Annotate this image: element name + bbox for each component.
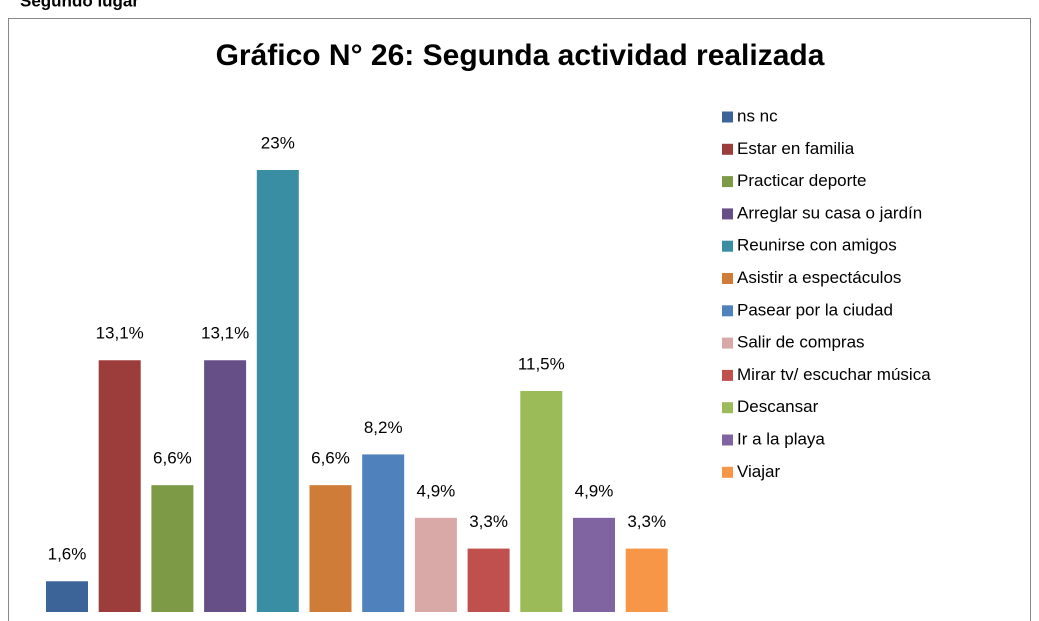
bar [204,360,247,612]
bar [573,517,615,612]
caption: Segundo lugar [20,0,139,10]
legend-label: Mirar tv/ escuchar música [737,365,931,384]
value-label: 4,9% [417,481,456,500]
legend-swatch [722,208,733,220]
value-label: 1,6% [48,545,87,564]
bar [467,548,510,612]
legend-label: Asistir a espectáculos [737,268,901,287]
value-label: 3,3% [469,512,508,531]
legend-label: Descansar [737,397,819,416]
legend-swatch [722,273,733,284]
legend-swatch [722,176,733,188]
legend-swatch [722,434,733,446]
legend-swatch [722,305,733,317]
legend-swatch [722,369,733,381]
bar [520,391,563,612]
bar [151,485,194,612]
legend-swatch [722,402,733,414]
bar [362,454,405,612]
bar [46,581,88,612]
legend-label: Practicar deporte [737,171,866,190]
value-label: 6,6% [311,449,350,468]
value-label: 8,2% [364,418,403,437]
value-label: 4,9% [575,481,614,500]
legend-swatch [722,466,733,478]
bar [309,485,352,612]
bar [98,360,141,612]
legend-swatch [722,240,733,252]
legend-swatch [722,143,733,155]
chart-title: Gráfico N° 26: Segunda actividad realiza… [216,39,825,72]
legend-swatch [722,337,733,349]
legend-label: Reunirse con amigos [737,236,897,255]
value-label: 3,3% [627,512,666,531]
value-label: 13,1% [201,324,249,343]
bar [256,170,299,612]
bar [625,548,668,612]
legend-label: ns nc [737,106,778,125]
chart-border [8,18,1031,621]
legend-label: Viajar [737,462,780,481]
legend-label: Estar en familia [737,139,855,158]
value-label: 6,6% [153,449,192,468]
bar [414,517,457,612]
legend-label: Ir a la playa [737,429,825,448]
legend-label: Arreglar su casa o jardín [737,203,922,222]
value-label: 13,1% [96,324,144,343]
value-label: 23% [261,133,295,152]
legend-swatch [722,111,733,123]
legend-label: Pasear por la ciudad [737,300,893,319]
value-label: 11,5% [518,354,565,373]
legend-label: Salir de compras [737,333,865,352]
